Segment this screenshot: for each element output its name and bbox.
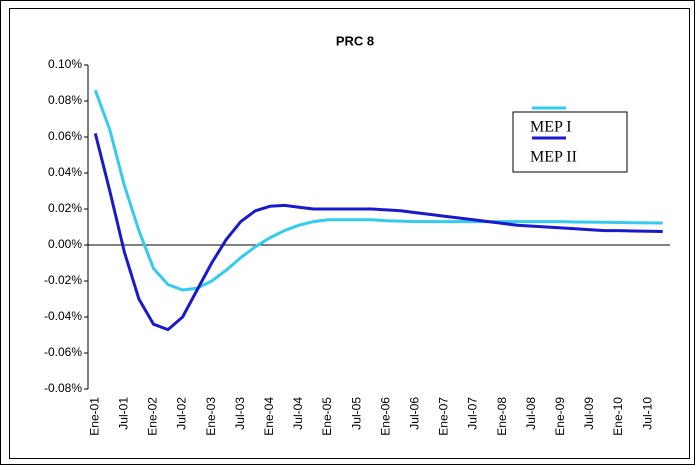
x-tick-label: Jul-04 <box>291 397 305 430</box>
x-tick-label: Jul-09 <box>582 397 596 430</box>
x-tick-label: Ene-09 <box>553 397 567 436</box>
x-tick-label: Ene-03 <box>204 397 218 436</box>
x-tick-label: Ene-05 <box>320 397 334 436</box>
legend-box <box>512 111 628 173</box>
x-tick-label: Jul-05 <box>349 397 363 430</box>
x-tick-label: Ene-04 <box>262 397 276 436</box>
y-tick-label: 0.10% <box>48 57 82 71</box>
x-tick-label: Ene-06 <box>378 397 392 436</box>
legend-label: MEP I <box>530 119 572 136</box>
chart-area <box>9 8 690 459</box>
y-tick-label: -0.04% <box>44 309 82 323</box>
x-tick-label: Jul-10 <box>640 397 654 430</box>
series-line <box>93 133 663 332</box>
series-line <box>93 89 663 292</box>
x-tick-label: Ene-10 <box>611 397 625 436</box>
y-tick-label: -0.02% <box>44 273 82 287</box>
y-tick-label: -0.08% <box>44 381 82 395</box>
y-tick-label: -0.06% <box>44 345 82 359</box>
x-tick-label: Jul-03 <box>233 397 247 430</box>
x-tick-label: Jul-07 <box>466 397 480 430</box>
x-tick-label: Ene-01 <box>87 397 101 436</box>
y-tick-label: 0.08% <box>48 93 82 107</box>
x-tick-label: Jul-02 <box>175 397 189 430</box>
y-tick-label: 0.02% <box>48 201 82 215</box>
x-tick-label: Ene-07 <box>437 397 451 436</box>
y-tick-label: 0.04% <box>48 165 82 179</box>
y-tick-label: 0.00% <box>48 237 82 251</box>
chart-title: PRC 8 <box>336 33 374 48</box>
legend-label: MEP II <box>530 149 577 166</box>
x-tick-label: Jul-06 <box>408 397 422 430</box>
x-tick-label: Jul-01 <box>117 397 131 430</box>
x-tick-label: Ene-02 <box>146 397 160 436</box>
y-tick-label: 0.06% <box>48 129 82 143</box>
x-tick-label: Ene-08 <box>495 397 509 436</box>
x-tick-label: Jul-08 <box>524 397 538 430</box>
